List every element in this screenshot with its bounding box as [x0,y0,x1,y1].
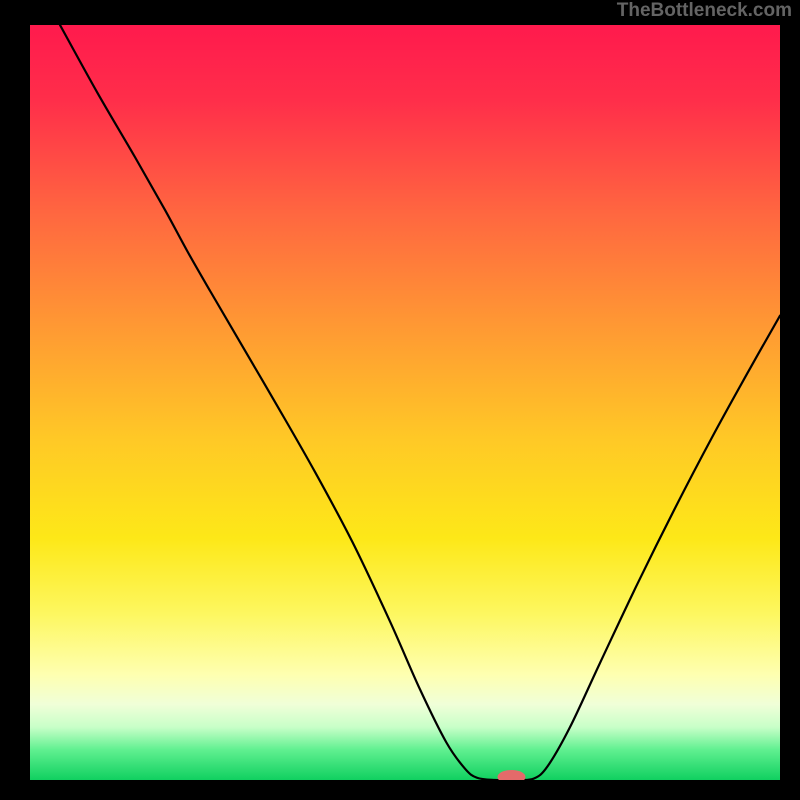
watermark-text: TheBottleneck.com [617,0,792,22]
chart-plot [30,25,780,780]
gradient-background [30,25,780,780]
chart-container: TheBottleneck.com [0,0,800,800]
